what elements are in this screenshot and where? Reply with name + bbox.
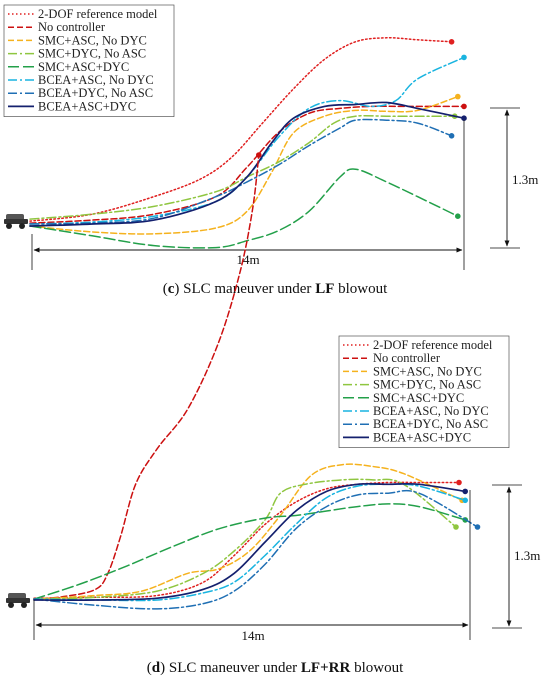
legend-entry: 2-DOF reference model bbox=[373, 338, 493, 352]
legend-frame bbox=[338, 335, 510, 448]
width-dimension-label: 1.3m bbox=[514, 548, 540, 563]
series-end-point bbox=[455, 213, 461, 219]
legend-entry: SMC+ASC+DYC bbox=[38, 60, 129, 74]
series-line-2-dof-reference-model bbox=[29, 37, 453, 222]
legend-entry: 2-DOF reference model bbox=[38, 7, 158, 21]
vehicle-icon bbox=[4, 214, 28, 229]
legend-entry: BCEA+DYC, No ASC bbox=[373, 417, 488, 431]
series-line-bcea-asc-no-dyc bbox=[29, 56, 465, 225]
series-line-smc-dyc-no-asc bbox=[33, 478, 457, 600]
series-end-point bbox=[455, 93, 461, 100]
series-line-no-controller bbox=[29, 105, 465, 224]
series-end-point bbox=[474, 524, 481, 530]
series-line-bcea-dyc-no-asc bbox=[33, 489, 479, 610]
legend-entry: SMC+ASC, No DYC bbox=[373, 364, 482, 378]
length-dimension-label: 14m bbox=[236, 252, 259, 267]
series-line-smc-asc-dyc bbox=[33, 503, 466, 600]
length-dimension-label: 14m bbox=[241, 628, 264, 643]
series-end-point bbox=[462, 497, 469, 504]
series-end-point bbox=[461, 103, 467, 110]
series-line-bcea-dyc-no-asc bbox=[29, 118, 453, 225]
series-line-smc-asc-no-dyc bbox=[33, 463, 463, 600]
series-line-2-dof-reference-model bbox=[33, 481, 460, 599]
trajectory-curves-d bbox=[33, 152, 481, 610]
legend-entry: BCEA+ASC, No DYC bbox=[38, 73, 154, 87]
vehicle-icon bbox=[6, 593, 30, 608]
legend-entry: BCEA+ASC+DYC bbox=[38, 99, 136, 113]
legend-entry: SMC+ASC, No DYC bbox=[38, 33, 147, 47]
series-end-point bbox=[461, 54, 467, 61]
legend-entry: No controller bbox=[373, 351, 441, 365]
series-end-point bbox=[255, 152, 262, 158]
width-dimension-label: 1.3m bbox=[512, 172, 538, 187]
legend-entry: BCEA+ASC+DYC bbox=[373, 430, 471, 444]
legend-entry: BCEA+DYC, No ASC bbox=[38, 86, 153, 100]
series-line-bcea-asc-dyc bbox=[33, 482, 467, 601]
legend-frame bbox=[3, 4, 175, 117]
legend-entry: No controller bbox=[38, 20, 106, 34]
series-end-point bbox=[462, 488, 469, 495]
legend-entry: SMC+DYC, No ASC bbox=[38, 47, 146, 61]
series-line-bcea-asc-no-dyc bbox=[33, 483, 466, 602]
series-line-smc-dyc-no-asc bbox=[29, 114, 456, 220]
series-end-point bbox=[453, 524, 459, 530]
series-end-point bbox=[448, 133, 455, 139]
legend-entry: SMC+ASC+DYC bbox=[373, 391, 464, 405]
trajectory-curves-c bbox=[29, 37, 467, 249]
series-line-smc-asc-no-dyc bbox=[29, 95, 459, 235]
legend-entry: SMC+DYC, No ASC bbox=[373, 378, 481, 392]
caption-c: (c) SLC maneuver under LF blowout bbox=[163, 281, 388, 297]
series-end-point bbox=[448, 39, 455, 45]
series-line-no-controller bbox=[33, 154, 260, 600]
series-end-point bbox=[461, 115, 467, 121]
series-end-point bbox=[456, 479, 462, 486]
legend-entry: BCEA+ASC, No DYC bbox=[373, 404, 489, 418]
series-line-bcea-asc-dyc bbox=[29, 101, 465, 227]
caption-d: (d) SLC maneuver under LF+RR blowout bbox=[147, 660, 404, 676]
series-line-smc-asc-dyc bbox=[29, 168, 459, 249]
